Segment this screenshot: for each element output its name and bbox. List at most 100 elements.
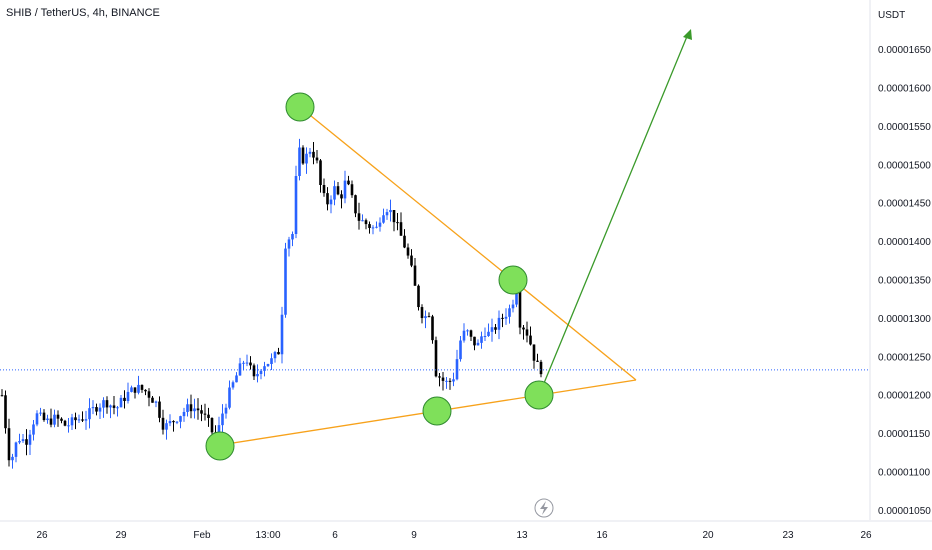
- chart-title: SHIB / TetherUS, 4h, BINANCE: [6, 7, 160, 19]
- upper-trendline[interactable]: [299, 106, 637, 381]
- candle-body: [340, 194, 343, 199]
- candle-body: [88, 408, 91, 420]
- candle-body: [158, 401, 161, 418]
- candle-body: [515, 289, 518, 305]
- candle-body: [448, 380, 452, 382]
- candle-body: [371, 227, 375, 229]
- candle-body: [403, 235, 406, 248]
- time-tick-label: 20: [702, 530, 714, 541]
- candle-body: [193, 408, 196, 412]
- pivot-marker[interactable]: [498, 265, 528, 295]
- candle-body: [347, 180, 350, 185]
- candle-body: [179, 416, 182, 422]
- candle-body: [168, 421, 172, 424]
- pivot-marker[interactable]: [205, 431, 235, 461]
- candle-body: [410, 255, 413, 266]
- candle-body: [480, 336, 483, 343]
- time-tick-label: 26: [860, 530, 872, 541]
- time-tick-label: 29: [115, 530, 127, 541]
- candle-body: [11, 456, 14, 461]
- candle-body: [105, 400, 109, 408]
- candle-body: [175, 421, 179, 423]
- candle-body: [382, 215, 385, 223]
- candle-body: [361, 220, 364, 222]
- candle-body: [235, 375, 238, 383]
- candle-body: [74, 417, 77, 421]
- candle-body: [469, 330, 473, 337]
- time-tick-label: 6: [332, 530, 338, 541]
- candle-body: [525, 329, 529, 336]
- candle-body: [305, 153, 308, 164]
- candle-body: [455, 359, 459, 380]
- candle-body: [452, 379, 455, 382]
- candle-body: [203, 413, 207, 415]
- candle-body: [539, 361, 543, 375]
- candle-body: [497, 317, 501, 330]
- candle-body: [56, 414, 60, 419]
- candle-body: [0, 395, 4, 397]
- candle-body: [161, 417, 165, 430]
- pivot-marker[interactable]: [285, 92, 315, 122]
- candle-body: [49, 418, 53, 425]
- candle-body: [200, 410, 203, 414]
- candle-body: [284, 248, 287, 315]
- candle-body: [291, 234, 294, 240]
- candle-body: [151, 397, 154, 403]
- candle-body: [504, 316, 508, 319]
- candle-body: [182, 411, 186, 417]
- time-tick-label: 9: [411, 530, 417, 541]
- price-tick-label: 0.00001600: [878, 84, 931, 95]
- candle-body: [207, 414, 210, 419]
- time-tick-label: 16: [596, 530, 608, 541]
- candle-body: [490, 327, 494, 332]
- price-tick-label: 0.00001200: [878, 391, 931, 402]
- candle-body: [350, 184, 354, 196]
- candle-body: [529, 335, 532, 345]
- price-tick-label: 0.00001300: [878, 314, 931, 325]
- candle-body: [126, 391, 130, 401]
- candle-body: [473, 336, 476, 346]
- candle-body: [294, 176, 298, 235]
- candle-body: [326, 193, 329, 205]
- pivot-marker[interactable]: [422, 396, 452, 426]
- candle-body: [266, 363, 270, 367]
- candle-body: [333, 186, 336, 200]
- price-tick-label: 0.00001150: [878, 429, 931, 440]
- price-tick-label: 0.00001650: [878, 45, 931, 56]
- candle-body: [95, 407, 98, 412]
- pivot-marker[interactable]: [524, 380, 554, 410]
- candle-body: [273, 352, 277, 359]
- price-tick-label: 0.00001550: [878, 122, 931, 133]
- candle-body: [77, 419, 81, 421]
- candle-body: [70, 417, 74, 426]
- candle-body: [4, 395, 7, 429]
- candle-body: [459, 340, 462, 360]
- candle-body: [18, 441, 21, 443]
- projection-arrow-head: [683, 29, 692, 40]
- time-tick-label: 13: [516, 530, 528, 541]
- candle-body: [357, 213, 361, 221]
- candle-body: [224, 407, 228, 414]
- price-tick-label: 0.00001350: [878, 276, 931, 287]
- candle-body: [7, 428, 11, 461]
- candle-body: [315, 157, 319, 161]
- price-tick-label: 0.00001450: [878, 199, 931, 210]
- candle-body: [53, 414, 56, 425]
- candle-body: [186, 404, 189, 412]
- candle-body: [60, 418, 63, 421]
- candle-body: [494, 327, 497, 330]
- candle-body: [46, 418, 49, 421]
- price-tick-label: 0.00001100: [878, 468, 931, 479]
- projection-arrow-line[interactable]: [541, 33, 689, 389]
- candle-body: [35, 413, 39, 425]
- candle-body: [21, 439, 25, 442]
- candle-body: [189, 404, 193, 412]
- candle-body: [242, 362, 245, 364]
- candle-body: [256, 374, 259, 377]
- candle-body: [532, 344, 536, 361]
- candles-layer: [0, 138, 543, 469]
- candle-body: [245, 362, 249, 364]
- candle-body: [392, 210, 396, 223]
- candle-body: [98, 407, 102, 412]
